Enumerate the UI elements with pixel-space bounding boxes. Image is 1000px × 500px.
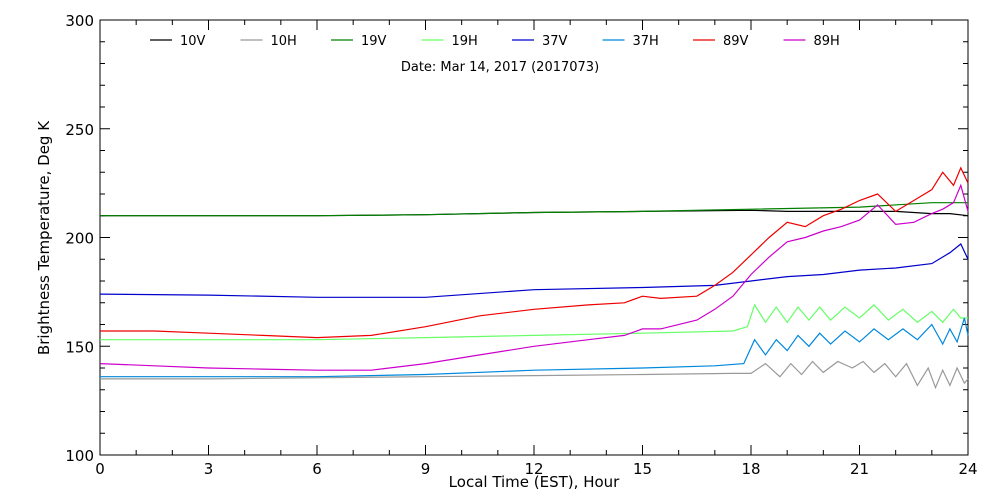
x-tick-label: 0 xyxy=(95,460,105,478)
y-axis-ticks: 100 150 200 250 300 xyxy=(65,12,968,465)
series-lines xyxy=(99,166,969,390)
series-line-37h xyxy=(100,317,969,378)
legend-label-37v: 37V xyxy=(542,34,568,49)
legend-label-37h: 37H xyxy=(633,34,659,49)
series-line-89h xyxy=(99,183,969,371)
x-tick-label: 15 xyxy=(633,460,652,478)
minor-ticks xyxy=(100,20,968,455)
legend-label-89v: 89V xyxy=(723,34,749,49)
chart-subtitle: Date: Mar 14, 2017 (2017073) xyxy=(401,60,599,75)
series-line-19v xyxy=(100,202,968,217)
legend-label-10v: 10V xyxy=(180,34,206,49)
series-line-19h xyxy=(100,303,968,341)
x-tick-label: 12 xyxy=(524,460,543,478)
plot-area xyxy=(99,19,969,456)
y-axis-label: Brightness Temperature, Deg K xyxy=(35,120,53,355)
x-tick-label: 6 xyxy=(312,460,322,478)
y-tick-label: 100 xyxy=(65,447,94,465)
x-tick-label: 3 xyxy=(204,460,214,478)
legend-label-10h: 10H xyxy=(271,34,297,49)
legend: 10V 10H 19V 19H 37V 37H 89V 89H xyxy=(150,34,840,49)
x-tick-label: 21 xyxy=(850,460,869,478)
legend-label-89h: 89H xyxy=(814,34,840,49)
y-tick-label: 200 xyxy=(65,230,94,248)
series-line-37v xyxy=(99,243,969,298)
x-tick-label: 24 xyxy=(958,460,977,478)
plot-frame xyxy=(99,19,969,456)
x-axis-label: Local Time (EST), Hour xyxy=(449,473,620,491)
y-tick-label: 250 xyxy=(65,121,94,139)
x-tick-label: 9 xyxy=(421,460,431,478)
series-line-10h xyxy=(100,360,969,390)
legend-label-19v: 19V xyxy=(361,34,387,49)
legend-label-19h: 19H xyxy=(452,34,478,49)
y-tick-label: 150 xyxy=(65,338,94,356)
series-line-89v xyxy=(100,166,969,339)
y-tick-label: 300 xyxy=(65,12,94,30)
x-axis-ticks: 0 3 6 9 12 15 18 21 24 xyxy=(95,20,978,478)
x-tick-label: 18 xyxy=(741,460,760,478)
